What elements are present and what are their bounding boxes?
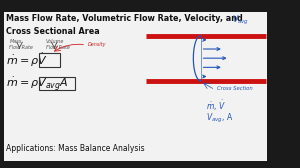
- Text: Cross Section: Cross Section: [217, 87, 252, 92]
- Text: $V_{avg}$, A: $V_{avg}$, A: [206, 112, 234, 125]
- Text: Mass Flow Rate, Volumetric Flow Rate, Velocity, and: Mass Flow Rate, Volumetric Flow Rate, Ve…: [7, 14, 243, 23]
- Text: Mass
Flow Rate: Mass Flow Rate: [9, 39, 33, 50]
- Text: $V_{avg}$: $V_{avg}$: [232, 13, 249, 27]
- Text: $\dot{m} = \rho V_{avg}A$: $\dot{m} = \rho V_{avg}A$: [7, 75, 69, 93]
- Text: $\dot{m} = \rho\dot{V}$: $\dot{m} = \rho\dot{V}$: [7, 52, 48, 69]
- Text: $\dot{m}$, $\dot{V}$: $\dot{m}$, $\dot{V}$: [206, 98, 226, 113]
- Text: Cross Sectional Area: Cross Sectional Area: [7, 27, 100, 36]
- FancyBboxPatch shape: [4, 12, 267, 161]
- Text: Volume
Flow Rate: Volume Flow Rate: [46, 39, 70, 50]
- Text: Applications: Mass Balance Analysis: Applications: Mass Balance Analysis: [7, 144, 145, 153]
- Text: Density: Density: [88, 41, 106, 47]
